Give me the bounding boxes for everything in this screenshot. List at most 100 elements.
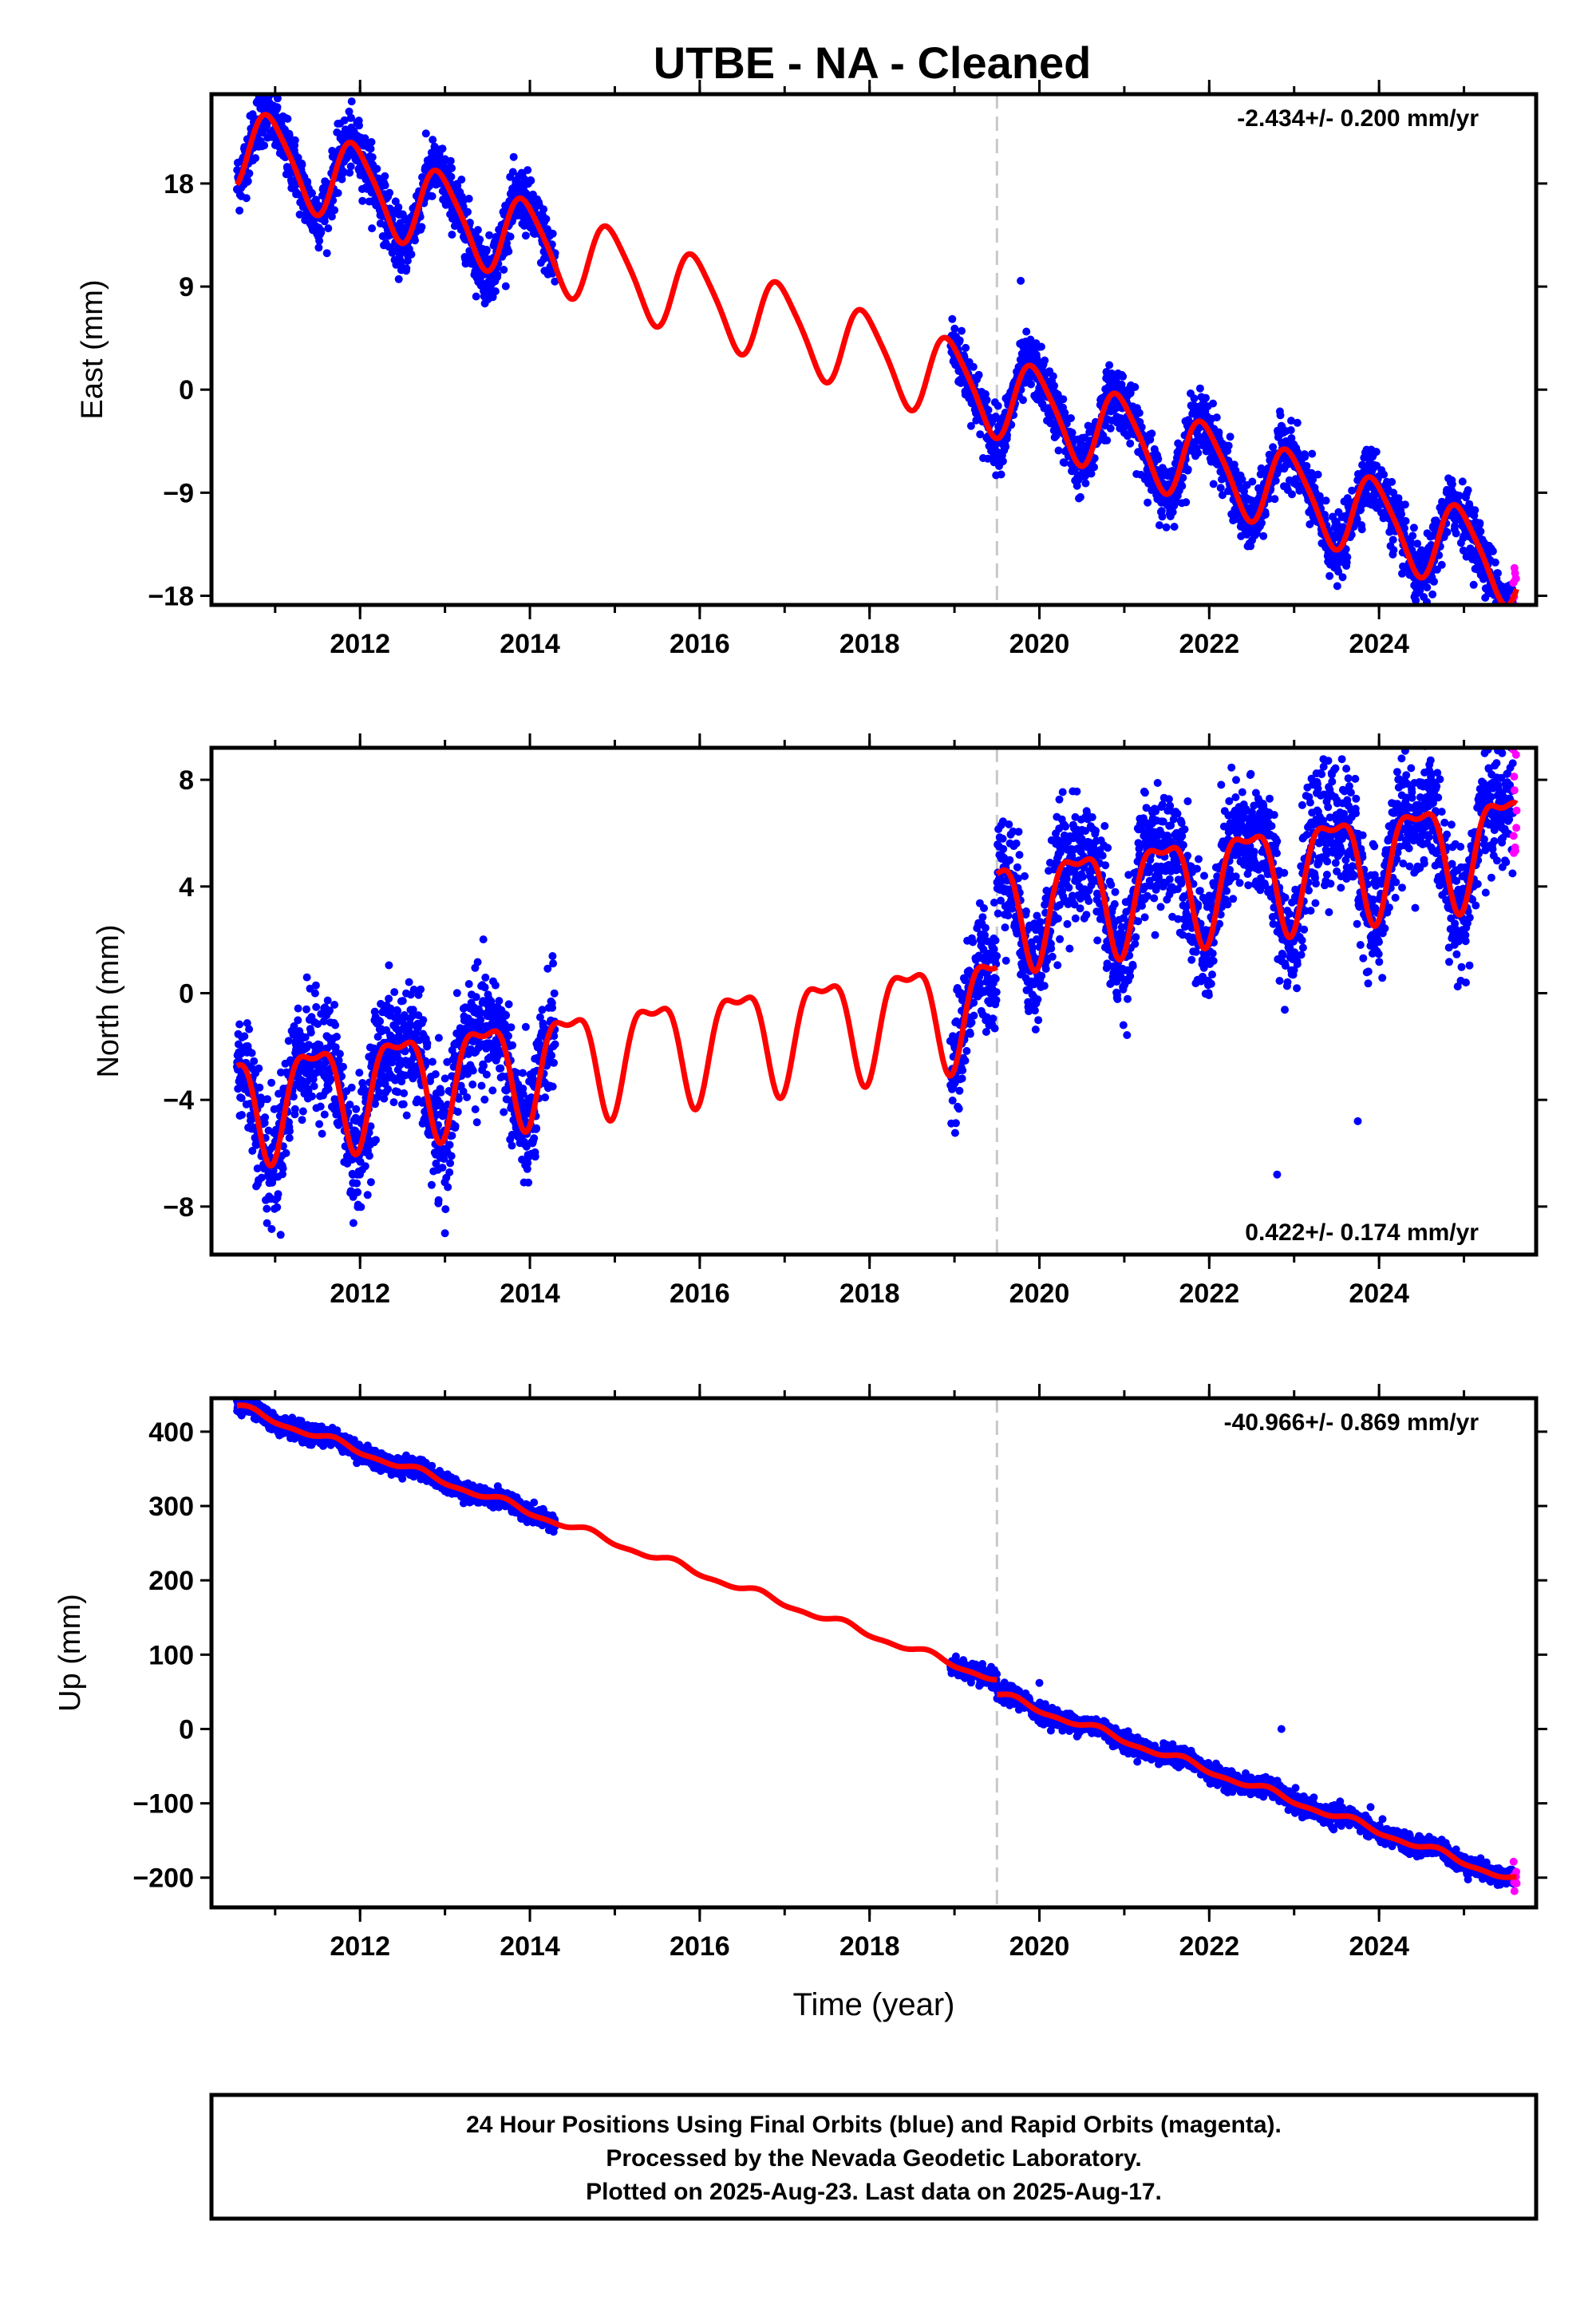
east-final-point: [1158, 512, 1167, 521]
east-ytick-label: 18: [164, 169, 194, 200]
east-final-point: [1406, 538, 1415, 547]
east-final-point: [476, 235, 484, 244]
east-final-point: [1126, 388, 1135, 397]
east-final-point: [1131, 383, 1140, 391]
north-final-point: [422, 1058, 431, 1067]
north-final-point: [255, 1083, 264, 1092]
north-final-point: [276, 1231, 285, 1239]
north-final-point: [446, 1159, 455, 1168]
north-final-point: [981, 931, 989, 939]
north-final-point: [477, 1081, 486, 1090]
north-final-point: [991, 936, 1000, 945]
east-final-point: [984, 405, 993, 414]
east-final-point: [976, 430, 985, 439]
north-final-point: [308, 1092, 316, 1101]
north-final-point: [235, 1020, 244, 1029]
north-final-point: [385, 961, 393, 970]
east-final-point: [397, 259, 405, 268]
north-final-point: [335, 1049, 344, 1058]
north-final-point: [447, 1152, 456, 1160]
east-final-point: [1333, 582, 1341, 591]
east-final-point: [294, 153, 302, 162]
north-final-point: [314, 1020, 322, 1029]
east-final-point: [1389, 488, 1398, 497]
east-final-point: [385, 188, 394, 197]
north-final-point: [390, 988, 399, 997]
east-final-point: [1054, 446, 1063, 455]
east-xtick-label: 2022: [1179, 629, 1240, 659]
east-final-point: [994, 401, 1002, 410]
east-final-point: [966, 421, 975, 430]
east-final-point: [367, 138, 376, 146]
east-final-point: [948, 314, 957, 323]
north-final-point: [245, 1025, 254, 1034]
north-final-point: [376, 1017, 385, 1026]
north-final-point: [538, 1006, 547, 1014]
east-final-point: [551, 277, 559, 286]
north-final-point: [472, 993, 480, 1002]
north-final-point: [453, 1108, 462, 1117]
north-final-point: [481, 973, 490, 982]
east-final-point: [1334, 567, 1343, 576]
north-final-point: [401, 1047, 409, 1056]
east-final-point: [1067, 414, 1075, 422]
north-final-point: [980, 904, 988, 912]
east-final-point: [346, 162, 355, 171]
north-final-point: [504, 1032, 512, 1041]
north-final-point: [981, 923, 990, 932]
north-final-point: [397, 1077, 406, 1086]
east-final-point: [542, 215, 551, 223]
north-final-point: [365, 1152, 373, 1160]
north-final-point: [375, 1088, 384, 1097]
north-final-point: [323, 996, 332, 1005]
east-final-point: [472, 292, 480, 301]
east-final-point: [273, 94, 282, 103]
east-final-point: [1168, 508, 1177, 516]
north-final-point: [311, 981, 320, 990]
north-final-point: [967, 1018, 976, 1027]
east-final-point: [1412, 596, 1420, 605]
east-final-point: [500, 266, 508, 274]
east-final-point: [1270, 495, 1279, 504]
north-final-point: [393, 1006, 402, 1015]
east-final-point: [1022, 327, 1031, 336]
east-final-point: [446, 156, 455, 165]
north-final-point: [476, 1009, 485, 1018]
east-final-point: [1060, 458, 1069, 467]
north-final-point: [380, 1094, 389, 1103]
north-final-point: [302, 973, 311, 982]
east-final-point: [417, 223, 426, 231]
north-final-point: [331, 1021, 340, 1030]
east-final-point: [1314, 470, 1322, 479]
north-final-point: [366, 1178, 375, 1187]
north-final-point: [543, 964, 552, 973]
north-final-point: [409, 1006, 417, 1014]
north-final-point: [1005, 820, 1013, 828]
east-final-point: [1437, 560, 1446, 569]
north-final-point: [306, 984, 314, 993]
north-final-point: [431, 1070, 440, 1078]
east-final-point: [1050, 381, 1058, 390]
north-final-point: [366, 1122, 375, 1131]
east-final-point: [508, 168, 517, 176]
north-final-point: [289, 1030, 298, 1039]
north-final-point: [289, 1093, 298, 1101]
north-final-point: [333, 1033, 341, 1041]
east-final-point: [1135, 409, 1144, 417]
east-final-point: [346, 168, 354, 177]
east-final-point: [1430, 577, 1438, 586]
east-final-point: [1190, 394, 1199, 403]
east-final-point: [347, 97, 356, 106]
east-final-point: [1146, 435, 1155, 444]
east-final-point: [1408, 532, 1417, 540]
north-final-point: [238, 1111, 246, 1119]
north-final-point: [961, 976, 970, 985]
north-final-point: [428, 1057, 437, 1066]
east-final-point: [1212, 413, 1221, 422]
north-final-point: [503, 1095, 512, 1104]
east-final-point: [1443, 528, 1452, 536]
north-final-point: [237, 1094, 246, 1102]
north-final-point: [357, 1203, 365, 1211]
